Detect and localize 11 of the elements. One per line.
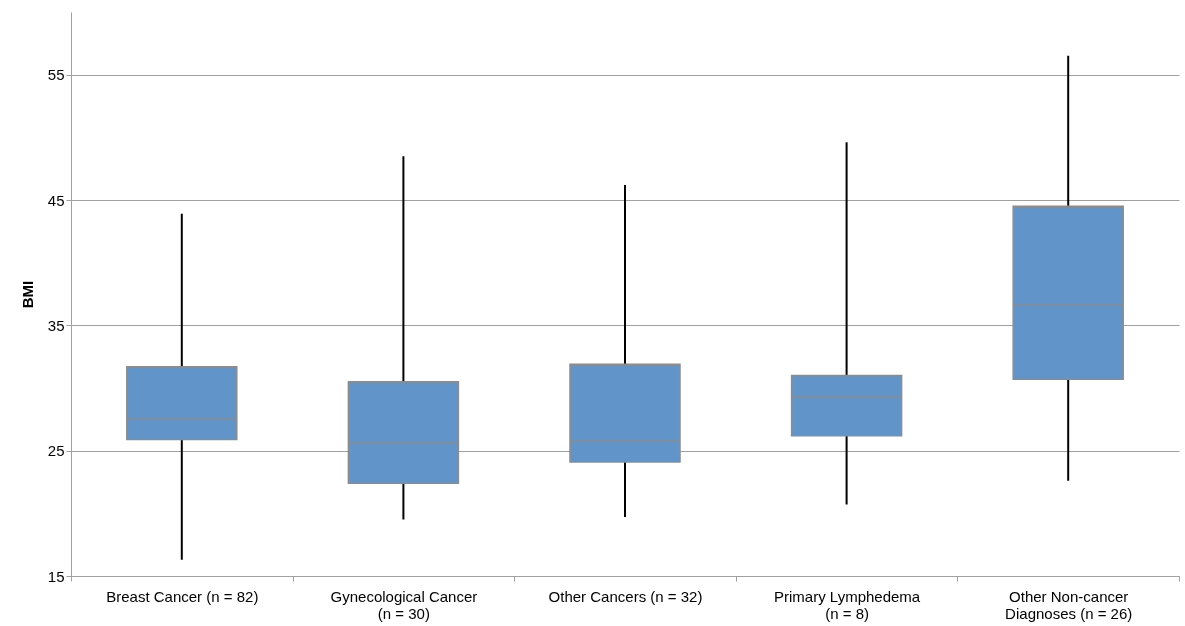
y-axis-title: BMI	[18, 280, 36, 309]
y-tick-label: 55	[47, 66, 65, 84]
y-tick-label: 45	[47, 191, 65, 209]
y-tick-label: 25	[47, 442, 65, 460]
y-tick-label: 35	[47, 316, 65, 334]
x-tick-label: Breast Cancer (n = 82)	[106, 587, 259, 605]
y-tick-label: 15	[47, 567, 65, 585]
x-tick-label: Primary Lymphedema (n = 8)	[774, 587, 921, 622]
x-tick-label: Other Cancers (n = 32)	[548, 587, 703, 605]
x-tick-label: Other Non-cancer Diagnoses (n = 26)	[1005, 587, 1133, 622]
x-tick-label: Gynecological Cancer (n = 30)	[330, 587, 478, 622]
